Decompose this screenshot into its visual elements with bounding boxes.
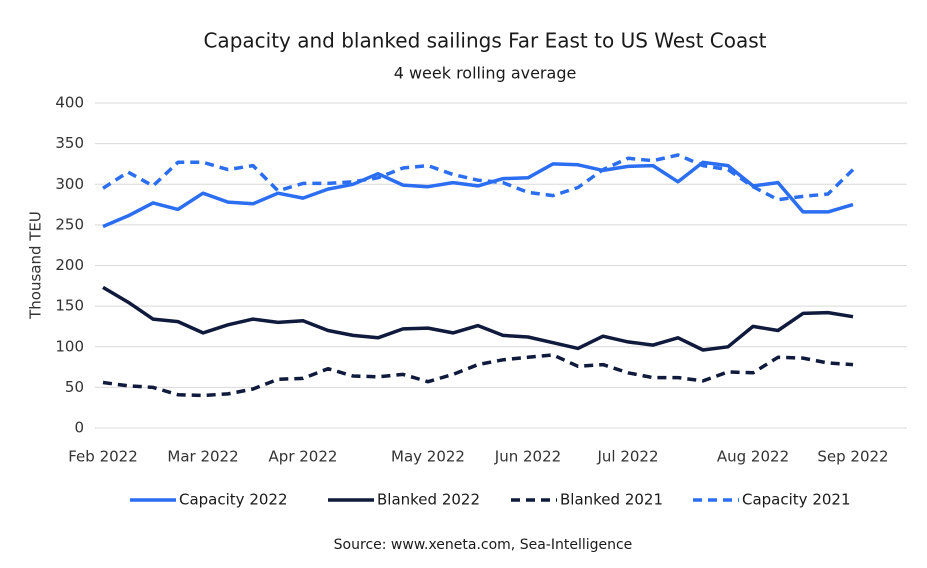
x-tick-label: Jun 2022 [494, 448, 561, 466]
series-line [102, 285, 854, 352]
legend-label: Blanked 2021 [560, 491, 663, 509]
source-note: Source: www.xeneta.com, Sea-Intelligence [334, 537, 633, 553]
y-tick-label: 250 [55, 215, 84, 233]
legend-label: Capacity 2021 [742, 491, 851, 509]
series-line [102, 153, 855, 202]
y-tick-label: 50 [65, 378, 84, 396]
x-tick-label: Aug 2022 [717, 448, 789, 466]
y-tick-label: 100 [55, 337, 84, 355]
x-tick-label: Feb 2022 [68, 448, 138, 466]
series-line [102, 353, 854, 398]
y-tick-label: 200 [55, 256, 84, 274]
chart-title: Capacity and blanked sailings Far East t… [203, 29, 766, 53]
chart-subtitle: 4 week rolling average [394, 64, 577, 83]
y-tick-label: 350 [55, 134, 84, 152]
legend-label: Blanked 2022 [377, 491, 480, 509]
x-tick-label: Sep 2022 [817, 448, 888, 466]
y-tick-label: 0 [74, 419, 84, 437]
y-tick-label: 300 [55, 175, 84, 193]
legend-label: Capacity 2022 [179, 491, 288, 509]
x-tick-label: Apr 2022 [269, 448, 338, 466]
x-tick-label: Mar 2022 [167, 448, 238, 466]
series-line [102, 160, 854, 229]
x-tick-label: Jul 2022 [596, 448, 658, 466]
y-tick-label: 400 [55, 94, 84, 112]
y-tick-label: 150 [55, 297, 84, 315]
x-tick-label: May 2022 [391, 448, 465, 466]
y-axis-label: Thousand TEU [27, 211, 45, 320]
